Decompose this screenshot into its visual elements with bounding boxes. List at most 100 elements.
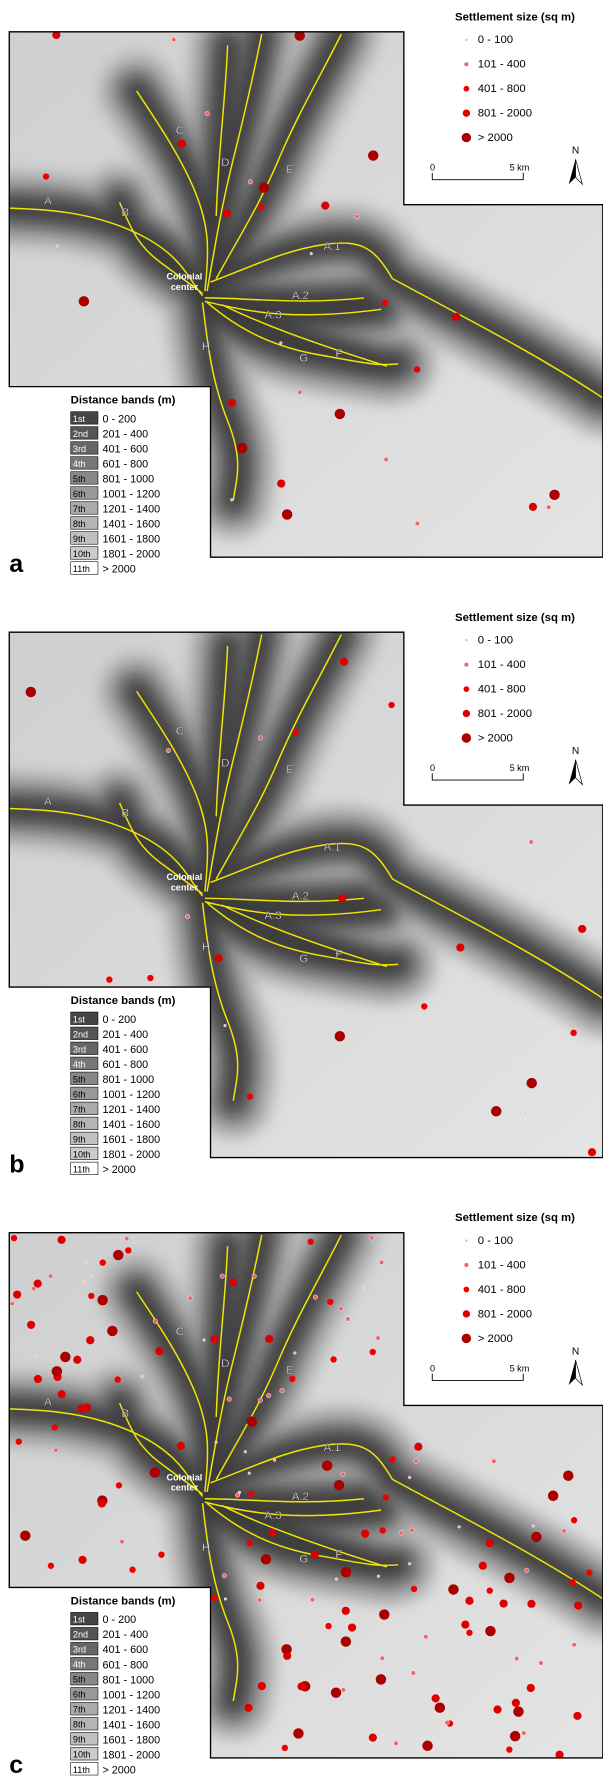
band-swatch — [70, 531, 99, 545]
scale-start: 0 — [430, 763, 435, 773]
settlement — [466, 1629, 473, 1636]
route-label: A.3 — [265, 910, 282, 922]
band-name: 5th — [73, 1074, 86, 1084]
scale-start: 0 — [430, 163, 435, 173]
river — [215, 33, 342, 279]
settlement — [246, 1540, 253, 1547]
settlement — [277, 479, 286, 488]
route-label: D — [221, 1358, 229, 1370]
settlement — [60, 1351, 71, 1363]
settlement — [571, 1642, 577, 1648]
settlement — [375, 1335, 381, 1341]
settlement — [361, 1529, 370, 1538]
settlement — [434, 1702, 446, 1713]
band-swatch — [70, 546, 99, 560]
settlement — [407, 1562, 412, 1566]
band-range: 1401 - 1600 — [103, 1119, 161, 1131]
route-label: E — [286, 1365, 294, 1377]
settlement — [124, 1236, 130, 1242]
band-name: 2nd — [73, 1029, 88, 1039]
settlement — [345, 1316, 351, 1322]
north-arrow — [568, 1359, 576, 1386]
settlement — [563, 1470, 574, 1481]
settlement — [289, 1375, 296, 1383]
settlement — [99, 1259, 106, 1266]
settlement — [25, 686, 37, 698]
settlement — [294, 31, 305, 41]
river — [206, 301, 399, 366]
settlement — [265, 1334, 274, 1343]
settlement — [223, 1023, 227, 1028]
band-swatch — [70, 1131, 99, 1145]
route-label: A.3 — [265, 309, 282, 321]
settlement — [309, 1597, 315, 1603]
settlement — [297, 389, 303, 395]
band-swatch — [70, 516, 99, 530]
route-label: E — [286, 764, 294, 776]
settlement — [526, 1077, 537, 1089]
settlement — [310, 1550, 319, 1559]
settlement — [410, 1585, 418, 1593]
river — [118, 1402, 204, 1495]
river — [206, 902, 399, 966]
band-range: 801 - 1000 — [103, 1674, 155, 1686]
legend-dot — [461, 132, 472, 143]
settlement — [214, 954, 223, 963]
band-range: 401 - 600 — [103, 1044, 149, 1056]
band-swatch — [70, 1702, 99, 1716]
distance-legend-title: Distance bands (m) — [71, 395, 176, 407]
settlement — [411, 1132, 415, 1136]
settlement — [51, 1424, 58, 1431]
band-range: 1601 - 1800 — [103, 1734, 161, 1746]
settlement — [340, 1471, 346, 1477]
settlement-legend-item: 801 - 2000 — [478, 708, 532, 720]
settlement — [171, 37, 177, 43]
settlement — [235, 1492, 241, 1498]
settlement — [247, 1471, 251, 1475]
settlement — [27, 1320, 36, 1329]
band-swatch — [70, 1612, 99, 1626]
river — [215, 1234, 342, 1480]
north-label: N — [572, 746, 579, 757]
band-range: 1201 - 1400 — [103, 503, 161, 515]
band-range: 0 - 200 — [103, 413, 137, 425]
settlement — [219, 1273, 225, 1279]
north-label: N — [572, 1346, 579, 1357]
settlement — [268, 1528, 277, 1537]
settlement — [334, 408, 346, 420]
settlement — [158, 1551, 165, 1558]
legend-dot — [465, 1239, 468, 1242]
settlement — [9, 1301, 15, 1307]
settlement — [31, 1286, 37, 1292]
band-swatch — [70, 486, 99, 500]
band-name: 9th — [73, 534, 86, 544]
settlement-legend-title: Settlement size (sq m) — [455, 1212, 575, 1224]
band-range: 801 - 1000 — [103, 473, 155, 485]
route-label: G — [299, 353, 308, 365]
settlement — [555, 1750, 564, 1758]
route-label: A.2 — [292, 290, 309, 302]
band-swatch — [70, 1717, 99, 1731]
band-range: 1601 - 1800 — [103, 534, 161, 546]
legend-dot — [463, 1286, 470, 1293]
legend-dot — [463, 85, 470, 92]
settlement — [48, 1273, 54, 1279]
settlement — [341, 1606, 350, 1615]
band-name: 6th — [73, 1089, 86, 1099]
band-range: 401 - 600 — [103, 443, 149, 455]
river — [136, 690, 209, 892]
river — [204, 297, 365, 302]
settlement — [279, 341, 283, 345]
settlement — [244, 1703, 253, 1712]
settlement — [528, 839, 534, 845]
settlement — [382, 1494, 389, 1501]
settlement — [334, 1716, 339, 1720]
settlement — [177, 139, 186, 148]
settlement — [293, 1351, 297, 1355]
colonial-center-label: center — [171, 882, 199, 892]
band-range: > 2000 — [103, 1764, 136, 1776]
legend-dot — [464, 62, 469, 67]
settlement — [338, 1306, 344, 1312]
